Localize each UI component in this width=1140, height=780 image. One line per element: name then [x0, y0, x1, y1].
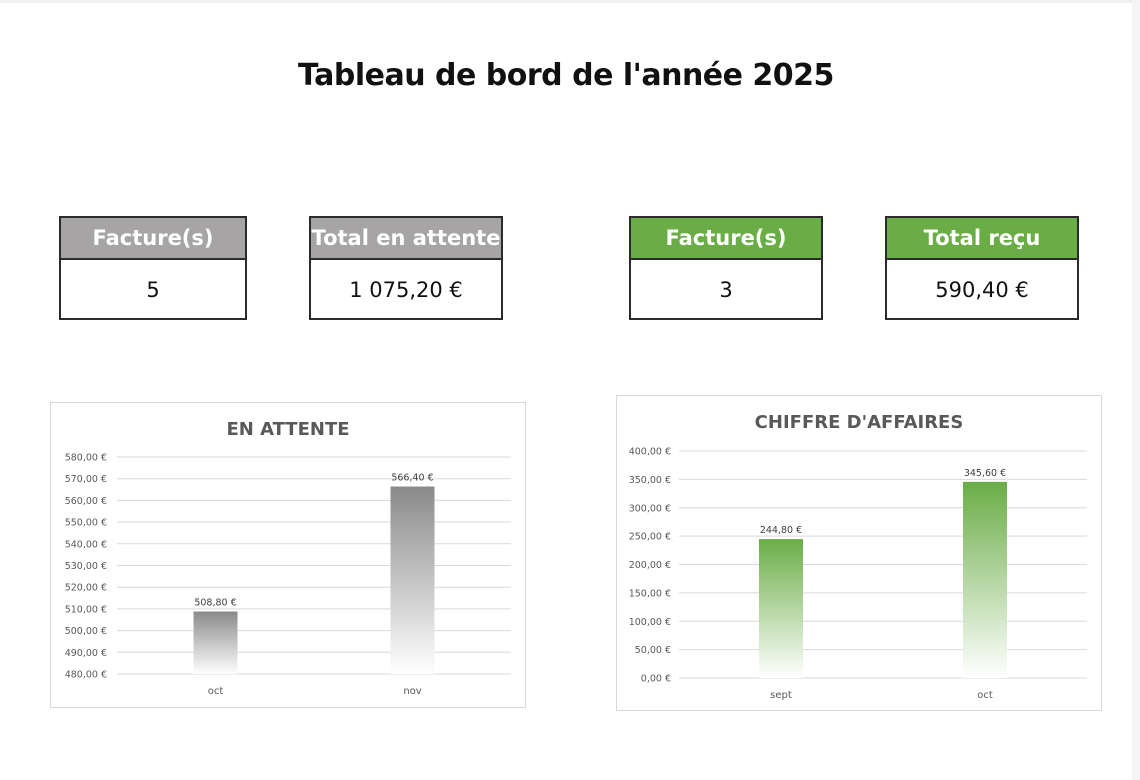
chart-en-attente-svg: EN ATTENTE 480,00 € 490,00 € 500,00 € 510,00… — [65, 419, 511, 697]
y-tick-label: 540,00 € — [65, 539, 107, 550]
kpi-received-invoices: Facture(s) 3 — [629, 216, 823, 320]
bar-oct — [193, 611, 238, 674]
bar-oct — [963, 481, 1007, 678]
x-tick-label: oct — [208, 686, 224, 697]
window-top-border — [0, 0, 1140, 3]
kpi-pending-invoices: Facture(s) 5 — [59, 216, 247, 320]
data-label: 566,40 € — [391, 473, 433, 484]
x-tick-label: sept — [770, 690, 792, 701]
y-tick-label: 0,00 € — [641, 674, 671, 685]
chart-chiffre-affaires-svg: CHIFFRE D'AFFAIRES 0,00 € 50,00 € 100,00 € 1… — [629, 412, 1087, 701]
window-right-border — [1132, 0, 1140, 780]
kpi-pending-invoices-label: Facture(s) — [61, 218, 245, 260]
y-tick-label: 400,00 € — [629, 447, 671, 458]
kpi-received-total-value: 590,40 € — [935, 278, 1029, 302]
page-title: Tableau de bord de l'année 2025 — [298, 58, 834, 93]
y-tick-label: 250,00 € — [629, 532, 671, 543]
y-tick-label: 550,00 € — [65, 518, 107, 529]
kpi-pending-total-value: 1 075,20 € — [349, 278, 463, 302]
data-label: 244,80 € — [760, 525, 802, 536]
x-tick-label: oct — [977, 690, 993, 701]
y-tick-label: 100,00 € — [629, 617, 671, 628]
kpi-received-total: Total reçu 590,40 € — [885, 216, 1079, 320]
chart-chiffre-affaires[interactable]: CHIFFRE D'AFFAIRES 0,00 € 50,00 € 100,00 € 1… — [616, 395, 1102, 711]
y-tick-label: 50,00 € — [635, 645, 671, 656]
y-tick-label: 510,00 € — [65, 604, 107, 615]
x-tick-label: nov — [403, 686, 421, 697]
chart-title: EN ATTENTE — [226, 419, 349, 440]
y-tick-label: 530,00 € — [65, 561, 107, 572]
y-tick-label: 300,00 € — [629, 503, 671, 514]
y-tick-label: 580,00 € — [65, 453, 107, 464]
data-label: 345,60 € — [964, 468, 1006, 479]
kpi-pending-total: Total en attente 1 075,20 € — [309, 216, 503, 320]
chart-title: CHIFFRE D'AFFAIRES — [755, 412, 964, 433]
y-tick-label: 520,00 € — [65, 583, 107, 594]
bar-sept — [759, 539, 803, 678]
y-tick-label: 480,00 € — [65, 670, 107, 681]
y-tick-label: 490,00 € — [65, 648, 107, 659]
y-tick-label: 500,00 € — [65, 626, 107, 637]
kpi-received-invoices-label: Facture(s) — [631, 218, 821, 260]
kpi-pending-total-label: Total en attente — [311, 218, 501, 260]
kpi-received-total-label: Total reçu — [887, 218, 1077, 260]
y-tick-label: 570,00 € — [65, 474, 107, 485]
y-tick-label: 350,00 € — [629, 475, 671, 486]
kpi-received-invoices-value: 3 — [719, 278, 733, 302]
chart-en-attente[interactable]: EN ATTENTE 480,00 € 490,00 € 500,00 € 510,00… — [50, 402, 526, 708]
bar-nov — [390, 486, 435, 674]
y-tick-label: 150,00 € — [629, 588, 671, 599]
data-label: 508,80 € — [194, 598, 236, 609]
y-tick-label: 560,00 € — [65, 496, 107, 507]
y-tick-label: 200,00 € — [629, 560, 671, 571]
kpi-pending-invoices-value: 5 — [146, 278, 160, 302]
